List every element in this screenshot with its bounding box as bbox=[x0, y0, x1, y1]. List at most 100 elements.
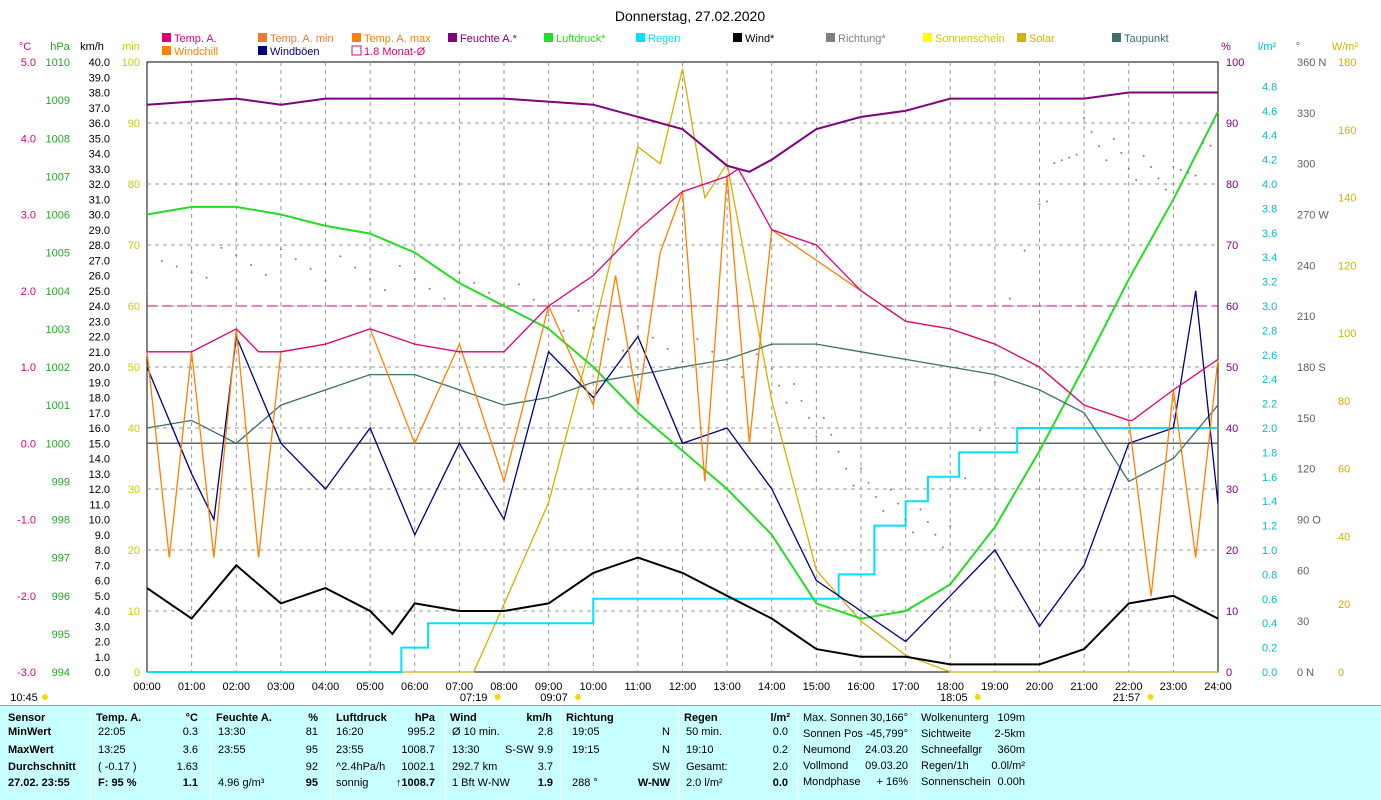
temp-tick: 0.0 bbox=[21, 438, 36, 450]
pressure-unit: hPa bbox=[414, 712, 435, 724]
direction-point bbox=[993, 381, 996, 384]
direction-tick: 240 bbox=[1297, 260, 1315, 272]
direction-point bbox=[800, 399, 803, 402]
sun-tick: 70 bbox=[128, 240, 140, 252]
misc-label: Regen/1h bbox=[921, 760, 969, 772]
pressure-tick: 998 bbox=[52, 515, 70, 527]
wind-tick: 36.0 bbox=[89, 118, 110, 130]
solar-tick: 180 bbox=[1338, 57, 1356, 69]
wind-tick: 38.0 bbox=[89, 88, 110, 100]
sensor-row-label: Durchschnitt bbox=[8, 761, 76, 773]
humidity-tick: 80 bbox=[1226, 179, 1238, 191]
wind-tick: 14.0 bbox=[89, 454, 110, 466]
rain-tick: 2.8 bbox=[1262, 325, 1277, 337]
wind-tick: 2.0 bbox=[95, 637, 110, 649]
wind-tick: 10.0 bbox=[89, 515, 110, 527]
astro-label: Neumond bbox=[803, 744, 851, 756]
time-tick: 01:00 bbox=[178, 681, 206, 693]
chart-title: Donnerstag, 27.02.2020 bbox=[615, 8, 765, 24]
rain-tick: 1.2 bbox=[1262, 521, 1277, 533]
legend-label: Feuchte A.* bbox=[460, 33, 518, 45]
series-layer bbox=[146, 68, 1219, 673]
direction-point bbox=[175, 265, 178, 268]
humidity-tick: 70 bbox=[1226, 240, 1238, 252]
wind-unit: km/h bbox=[526, 712, 552, 724]
temp-time: F: 95 % bbox=[98, 777, 137, 789]
legend-label: Temp. A. min bbox=[270, 33, 334, 45]
legend-label: Sonnenschein bbox=[935, 33, 1005, 45]
misc-label: Sichtweite bbox=[921, 728, 972, 740]
rain-value: 0.2 bbox=[772, 744, 788, 756]
direction-point bbox=[279, 248, 282, 251]
legend-swatch bbox=[162, 33, 171, 42]
wind-tick: 6.0 bbox=[95, 576, 110, 588]
pressure-tick: 996 bbox=[52, 591, 70, 603]
wind-tick: 33.0 bbox=[89, 164, 110, 176]
direction-point bbox=[592, 327, 595, 330]
rain-tick: 3.8 bbox=[1262, 203, 1277, 215]
humidity-value: 81 bbox=[305, 726, 318, 738]
direction-point bbox=[934, 533, 937, 536]
legend-label: Temp. A. bbox=[174, 33, 217, 45]
sensor-header: Sensor bbox=[8, 712, 46, 724]
direction-point bbox=[1053, 162, 1056, 165]
astro-label: Mondphase bbox=[803, 776, 861, 788]
legend-label: Windböen bbox=[270, 46, 320, 58]
legend-swatch bbox=[351, 45, 362, 56]
direction-point bbox=[666, 347, 669, 350]
time-tick: 03:00 bbox=[267, 681, 295, 693]
direction-point bbox=[1202, 141, 1205, 144]
rain-header: Regen bbox=[684, 712, 718, 724]
sun-tick: 100 bbox=[122, 57, 140, 69]
wind-tick: 25.0 bbox=[89, 286, 110, 298]
direction-point bbox=[160, 259, 163, 262]
sun-tick: 50 bbox=[128, 362, 140, 374]
rain-time: 2.0 l/m² bbox=[686, 777, 723, 789]
series-feuchte-a bbox=[146, 91, 1218, 173]
temp-tick: -2.0 bbox=[17, 591, 36, 603]
direction-point bbox=[1209, 144, 1212, 147]
legend-swatch bbox=[258, 46, 267, 55]
direction-point bbox=[1075, 153, 1078, 156]
direction-point bbox=[1023, 249, 1026, 252]
wind-tick: 34.0 bbox=[89, 149, 110, 161]
rain-unit: l/m² bbox=[770, 712, 790, 724]
pressure-tick: 995 bbox=[52, 629, 70, 641]
wind-header: Wind bbox=[450, 712, 477, 724]
axis-labels: °C hPa km/h min% l/m² ° W/m² 5.0 4.0 3.0 2.0 1.0 0.0… bbox=[17, 41, 1358, 679]
direction-point bbox=[443, 297, 446, 300]
misc-label: Sonnenschein bbox=[921, 776, 991, 788]
direction-point bbox=[651, 336, 654, 339]
legend-swatch bbox=[448, 33, 457, 42]
direction-point bbox=[1157, 177, 1160, 180]
misc-value: 0.0l/m² bbox=[991, 760, 1025, 772]
wind-tick: 15.0 bbox=[89, 438, 110, 450]
direction-tick: 300 bbox=[1297, 159, 1315, 171]
direction-point bbox=[681, 360, 684, 363]
direction-point bbox=[562, 329, 565, 332]
temp-tick: 2.0 bbox=[21, 286, 36, 298]
direction-point bbox=[577, 309, 580, 312]
pressure-time: 16:20 bbox=[336, 726, 364, 738]
time-tick: 08:00 bbox=[490, 681, 518, 693]
series-temp-a bbox=[147, 167, 1219, 422]
wind-tick: 40.0 bbox=[89, 57, 110, 69]
wind-value: 2.8 bbox=[537, 726, 553, 738]
sun-tick: 80 bbox=[128, 179, 140, 191]
direction-point bbox=[622, 349, 624, 352]
direction-point bbox=[1098, 145, 1100, 148]
pressure-time: 23:55 bbox=[336, 744, 364, 756]
humidity-header: Feuchte A. bbox=[216, 712, 272, 724]
solar-tick: 140 bbox=[1338, 193, 1356, 205]
wind-dir: S-SW bbox=[505, 744, 534, 756]
direction-point bbox=[1120, 151, 1123, 154]
time-tick: 06:00 bbox=[401, 681, 429, 693]
temp-time: 13:25 bbox=[98, 744, 126, 756]
wind-tick: 8.0 bbox=[95, 545, 110, 557]
temp-tick: 3.0 bbox=[21, 210, 36, 222]
wind-tick: 30.0 bbox=[89, 210, 110, 222]
pressure-tick: 1008 bbox=[46, 133, 70, 145]
direction-point bbox=[785, 401, 788, 404]
solar-tick: 100 bbox=[1338, 328, 1356, 340]
legend-swatch bbox=[162, 46, 171, 55]
